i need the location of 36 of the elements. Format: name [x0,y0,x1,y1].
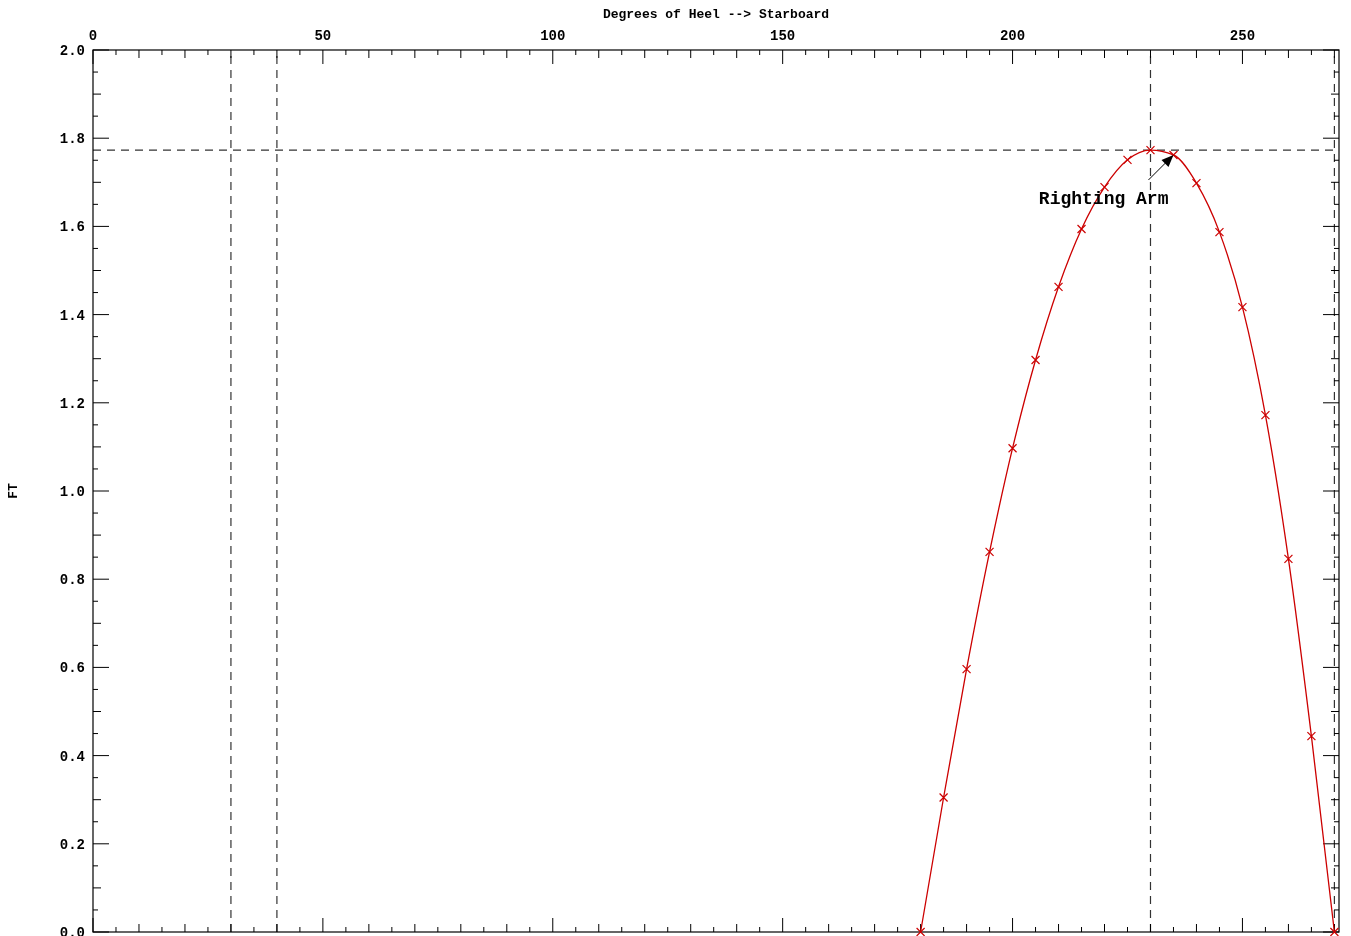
x-tick-label: 200 [999,28,1026,44]
point [1076,224,1087,234]
y-tick-label: 1.4 [59,307,85,324]
point [1053,282,1064,292]
y-tick-label: 0.4 [59,748,85,765]
x-tick-label: 50 [314,28,332,44]
x-axis-title: Degrees of Heel --> Starboard [602,7,830,22]
point [1168,150,1179,160]
point [1007,443,1018,453]
y-tick-label: 1.8 [59,131,85,148]
x-tick-label: 100 [540,28,566,44]
y-axis-title: FT [6,483,21,499]
y-tick-label: 0.2 [59,836,85,853]
point [916,927,926,936]
point [1030,355,1041,365]
point [1214,227,1225,237]
y-tick-label: 0.6 [59,660,85,677]
point [1283,554,1294,564]
y-tick-label: 1.2 [59,395,85,412]
x-tick-label: 0 [88,28,98,44]
y-tick-label: 2.0 [59,42,85,59]
y-tick-label: 1.0 [59,483,85,500]
y-tick-label: 0.8 [59,572,85,589]
point [1329,927,1339,936]
point [961,664,972,674]
point [984,547,995,557]
point [1260,410,1271,420]
point [1237,302,1248,312]
x-tick-label: 150 [770,28,796,44]
point [938,792,949,803]
point [1145,145,1156,155]
x-tick-label: 250 [1229,28,1256,44]
point [1306,731,1317,741]
point [1122,155,1133,165]
y-tick-label: 1.6 [59,219,85,236]
point [1191,178,1202,188]
